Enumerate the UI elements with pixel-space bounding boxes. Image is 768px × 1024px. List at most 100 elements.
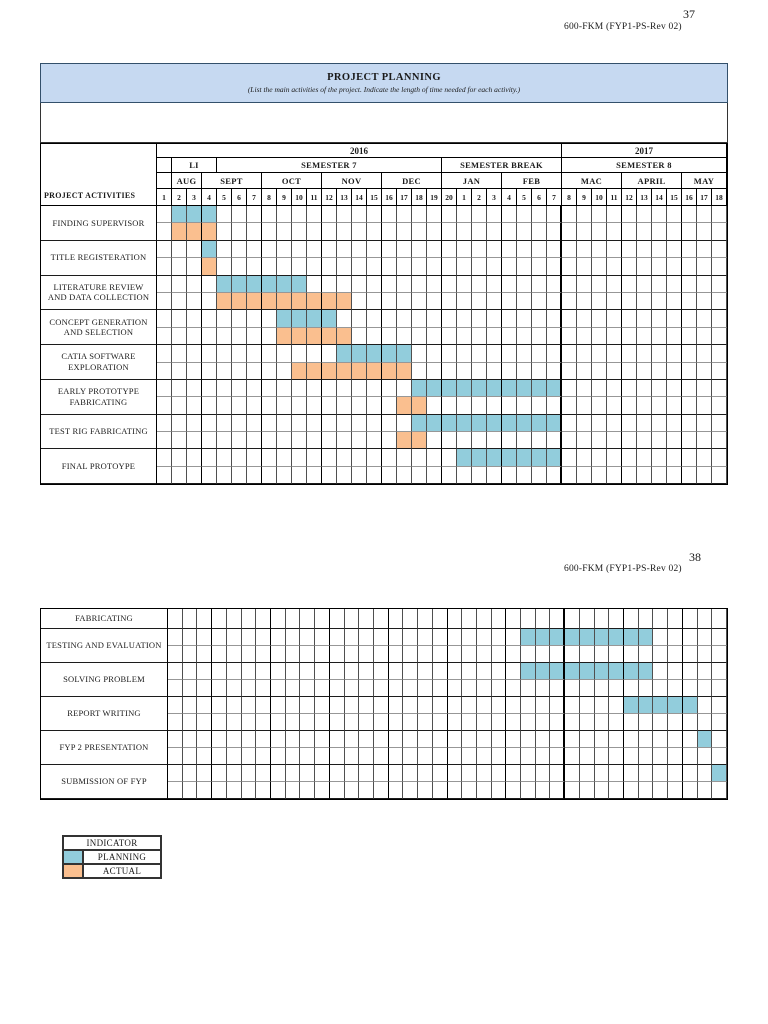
gantt-cell xyxy=(491,680,507,697)
gantt-cell xyxy=(292,432,307,450)
gantt-cell xyxy=(226,714,242,731)
planning-bar-cell xyxy=(382,345,397,363)
gantt-cell xyxy=(502,292,517,311)
gantt-cell xyxy=(232,206,247,224)
actual-bar-cell xyxy=(322,362,337,380)
gantt-cell xyxy=(432,609,448,629)
gantt-cell xyxy=(197,697,213,714)
gantt-cell xyxy=(487,327,502,346)
planning-bar-cell xyxy=(517,379,532,398)
gantt-cell xyxy=(270,609,286,629)
gantt-cell xyxy=(506,629,522,646)
week-number: 20 xyxy=(442,189,457,206)
semester-header: SEMESTER 7 xyxy=(217,158,442,173)
gantt-cell xyxy=(367,466,382,485)
gantt-cell xyxy=(202,432,217,450)
gantt-cell xyxy=(682,223,697,241)
activity-label: FABRICATING xyxy=(41,609,168,629)
gantt-cell xyxy=(403,629,419,646)
gantt-cell xyxy=(442,240,457,259)
gantt-cell xyxy=(241,765,257,782)
week-number: 7 xyxy=(247,189,262,206)
gantt-cell xyxy=(487,240,502,259)
week-number: 13 xyxy=(637,189,652,206)
gantt-cell xyxy=(256,748,271,765)
gantt-cell xyxy=(565,782,580,799)
gantt-cell xyxy=(697,680,713,697)
week-number: 16 xyxy=(382,189,397,206)
gantt-cell xyxy=(502,327,517,346)
gantt-cell xyxy=(487,223,502,241)
gantt-cell xyxy=(607,310,622,328)
planning-bar-cell xyxy=(457,449,472,467)
gantt-cell xyxy=(300,714,316,731)
gantt-cell xyxy=(491,609,507,629)
gantt-cell xyxy=(382,223,397,241)
gantt-cell xyxy=(329,680,345,697)
gantt-cell xyxy=(502,275,517,293)
gantt-cell xyxy=(262,379,277,398)
gantt-cell xyxy=(652,414,667,433)
gantt-cell xyxy=(157,449,172,467)
gantt-cell xyxy=(202,292,217,311)
gantt-cell xyxy=(609,646,625,663)
gantt-cell xyxy=(487,466,502,485)
gantt-cell xyxy=(397,206,412,224)
gantt-cell xyxy=(637,362,652,380)
gantt-cell xyxy=(521,782,536,799)
gantt-cell xyxy=(172,432,187,450)
gantt-cell xyxy=(668,765,683,782)
gantt-cell xyxy=(491,629,507,646)
month-header: FEB xyxy=(502,173,562,189)
gantt-cell xyxy=(232,432,247,450)
gantt-cell xyxy=(594,731,610,748)
gantt-cell xyxy=(712,327,727,346)
gantt-cell xyxy=(622,432,637,450)
gantt-cell xyxy=(397,240,412,259)
gantt-cell xyxy=(577,292,592,311)
gantt-cell xyxy=(535,765,551,782)
gantt-cell xyxy=(562,466,577,485)
gantt-cell xyxy=(697,609,713,629)
gantt-cell xyxy=(329,663,345,680)
gantt-cell xyxy=(427,275,442,293)
gantt-cell xyxy=(667,449,682,467)
gantt-cell xyxy=(397,258,412,276)
gantt-cell xyxy=(457,432,472,450)
gantt-cell xyxy=(427,397,442,415)
week-number: 6 xyxy=(532,189,547,206)
gantt-cell xyxy=(247,397,262,415)
gantt-cell xyxy=(403,714,419,731)
gantt-cell xyxy=(472,432,487,450)
gantt-cell xyxy=(506,609,522,629)
gantt-cell xyxy=(682,466,697,485)
gantt-cell xyxy=(697,258,712,276)
gantt-cell xyxy=(292,345,307,363)
gantt-cell xyxy=(638,646,654,663)
actual-bar-cell xyxy=(232,292,247,311)
gantt-cell xyxy=(172,449,187,467)
gantt-cell xyxy=(697,432,712,450)
gantt-cell xyxy=(217,466,232,485)
gantt-cell xyxy=(187,432,202,450)
gantt-cell xyxy=(594,680,610,697)
gantt-cell xyxy=(622,449,637,467)
gantt-cell xyxy=(476,731,492,748)
gantt-cell xyxy=(322,240,337,259)
gantt-cell xyxy=(300,629,316,646)
gantt-cell xyxy=(300,663,316,680)
gantt-cell xyxy=(638,680,654,697)
actual-bar-cell xyxy=(172,223,187,241)
planning-bar-cell xyxy=(487,414,502,433)
gantt-cell xyxy=(667,206,682,224)
gantt-cell xyxy=(712,466,727,485)
gantt-cell xyxy=(607,414,622,433)
gantt-cell xyxy=(359,609,374,629)
planning-bar-cell xyxy=(521,663,536,680)
gantt-cell xyxy=(577,206,592,224)
activity-label: FYP 2 PRESENTATION xyxy=(41,731,168,765)
gantt-cell xyxy=(637,292,652,311)
gantt-cell xyxy=(388,714,404,731)
gantt-cell xyxy=(292,449,307,467)
actual-bar-cell xyxy=(202,258,217,276)
